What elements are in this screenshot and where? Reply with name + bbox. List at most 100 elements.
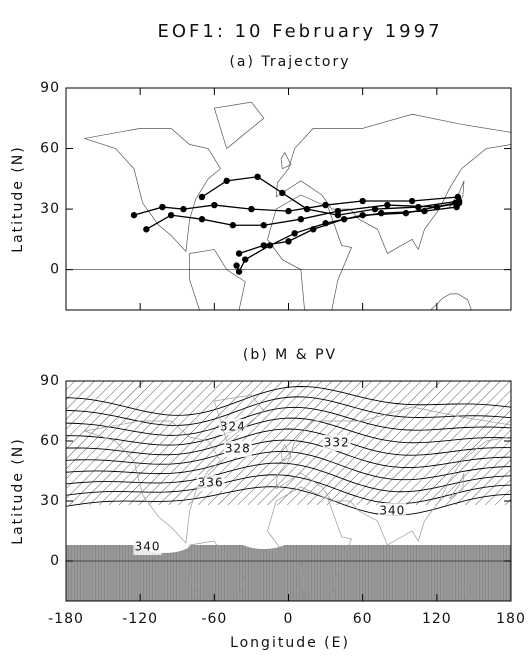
trajectory-point: [291, 230, 298, 237]
y-tick-label: 90: [40, 373, 60, 389]
trajectory-point: [167, 211, 175, 219]
contour-line: [66, 439, 511, 468]
trajectory-point: [359, 197, 366, 205]
x-tick-label: -180: [48, 611, 84, 627]
y-tick-label: 0: [50, 262, 60, 278]
coastline: [448, 472, 465, 500]
contour-line: [66, 462, 511, 493]
shade-gap: [235, 525, 292, 549]
coastline: [267, 194, 353, 310]
shade-gap: [445, 521, 502, 545]
trajectory-point: [233, 262, 240, 269]
contour-line: [66, 406, 511, 436]
trajectory-point: [408, 197, 416, 205]
trajectory-point: [235, 250, 243, 257]
y-tick-label: 30: [40, 201, 60, 217]
panel-a: 0 30 60 90: [40, 80, 512, 311]
contour-label: 332: [324, 436, 350, 450]
x-tick-label: -120: [122, 611, 158, 627]
trajectory-point: [297, 215, 305, 223]
trajectory-point: [235, 268, 243, 275]
label-bg: [223, 441, 252, 457]
trajectory-point: [303, 205, 311, 213]
x-tick-label: 180: [496, 611, 526, 627]
x-tick-label: 60: [353, 611, 373, 627]
trajectory: [133, 196, 458, 216]
trajectory: [146, 202, 460, 230]
trajectory-point: [248, 205, 255, 213]
trajectory-point: [242, 256, 249, 263]
panel-b-title: (b) M & PV: [243, 347, 337, 363]
y-tick-label: 60: [40, 141, 60, 157]
trajectory-point: [143, 226, 150, 233]
y-tick-label: 30: [40, 493, 60, 509]
contour-line: [66, 396, 511, 426]
y-tick-label: 90: [40, 80, 60, 96]
coastline: [213, 101, 265, 149]
coastline: [280, 151, 292, 170]
hatched-region: [66, 381, 511, 505]
trajectory-point: [371, 205, 379, 213]
trajectory-point: [229, 222, 237, 229]
trajectory-point: [285, 238, 292, 245]
coastline: [430, 293, 472, 310]
trajectory-point: [198, 193, 206, 201]
label-bg: [196, 475, 225, 491]
plot-area: [66, 101, 511, 310]
trajectory-point: [452, 199, 459, 207]
panel-a-title: (a) Trajectory: [229, 54, 350, 70]
y-tick-label: 60: [40, 433, 60, 449]
contour-line: [66, 474, 511, 505]
coastline: [213, 394, 265, 442]
coastline: [275, 406, 511, 546]
trajectory-point: [223, 177, 230, 185]
shade-gap: [297, 521, 354, 545]
coastline: [430, 584, 472, 601]
contour-label: 336: [198, 476, 224, 490]
contour-line: [66, 486, 511, 516]
coastline: [280, 444, 292, 462]
coastline: [84, 128, 221, 253]
trajectory-point: [322, 201, 329, 209]
coastline: [189, 540, 246, 601]
y-tick-label: 0: [50, 553, 60, 569]
x-axis-label: Longitude (E): [230, 635, 350, 651]
contour-line: [66, 417, 511, 446]
trajectory-point: [279, 189, 286, 197]
label-bg: [133, 539, 162, 555]
coastline: [275, 113, 511, 254]
x-tick-label: -60: [201, 611, 227, 627]
trajectory-point: [130, 211, 138, 219]
trajectory-point: [211, 201, 218, 209]
trajectory-point: [359, 211, 366, 219]
y-axis-label: Latitude (N): [10, 145, 26, 252]
trajectory-point: [159, 203, 166, 211]
contour-label: 340: [135, 540, 161, 554]
coastline: [267, 486, 353, 601]
trajectory-point: [260, 242, 267, 249]
shade-gap: [186, 517, 243, 541]
x-tick-label: 0: [284, 611, 294, 627]
trajectory-point: [334, 211, 342, 219]
label-bg: [378, 503, 407, 519]
x-tick-label: 120: [422, 611, 452, 627]
figure-title: EOF1: 10 February 1997: [157, 21, 442, 42]
trajectory-point: [254, 173, 261, 180]
trajectory: [201, 176, 460, 216]
trajectory-point: [378, 209, 385, 217]
label-bg: [218, 419, 247, 435]
contour-label: 340: [379, 504, 405, 518]
label-bg: [322, 435, 351, 451]
trajectory-point: [384, 201, 391, 209]
trajectory-point: [266, 242, 274, 249]
shade-gap: [87, 519, 144, 543]
plot-area: 324 328 332 336 340 340: [66, 381, 511, 601]
contour-label: 324: [220, 420, 246, 434]
coastline: [84, 420, 221, 544]
trajectory-point: [198, 215, 206, 223]
trajectory-point: [180, 205, 187, 213]
trajectory-point: [415, 203, 422, 211]
trajectory-point: [260, 222, 267, 229]
contour-line: [66, 428, 511, 456]
